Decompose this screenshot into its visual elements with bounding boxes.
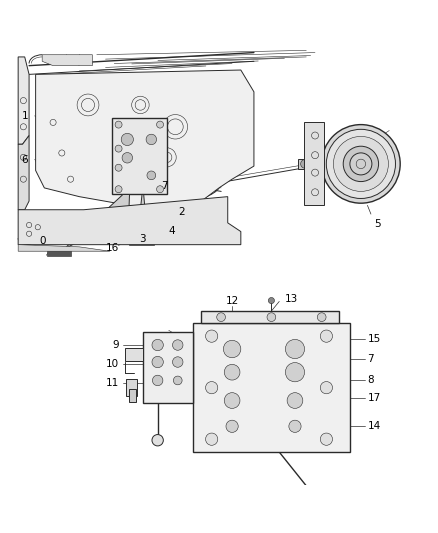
Text: 3: 3 [139,235,146,245]
Circle shape [320,330,332,342]
Text: 2: 2 [179,207,185,217]
Circle shape [146,134,156,144]
Polygon shape [35,70,254,210]
Bar [112,118,166,195]
Polygon shape [304,123,324,205]
Circle shape [152,375,163,386]
Circle shape [205,433,218,445]
Circle shape [333,136,389,191]
Circle shape [156,121,163,128]
Text: 6: 6 [21,155,28,165]
Polygon shape [137,195,146,238]
Circle shape [223,340,241,358]
Circle shape [152,357,163,368]
Text: 9: 9 [112,340,119,350]
Circle shape [152,340,163,351]
Circle shape [224,393,240,408]
Bar [193,323,350,452]
Circle shape [267,313,276,321]
Bar [297,159,308,169]
Circle shape [320,433,332,445]
Text: 1: 1 [21,111,28,121]
Bar [125,348,144,361]
Circle shape [205,382,218,394]
Polygon shape [64,195,130,249]
Circle shape [173,376,182,385]
Text: 4: 4 [169,225,175,236]
Circle shape [122,152,133,163]
Circle shape [226,420,238,432]
Text: 16: 16 [106,243,119,253]
Circle shape [224,365,240,380]
Polygon shape [18,57,29,144]
Circle shape [268,297,275,304]
Circle shape [320,382,332,394]
Text: 12: 12 [226,296,239,306]
Text: 5: 5 [374,219,380,229]
Circle shape [156,185,163,193]
Circle shape [286,340,304,359]
Polygon shape [18,197,241,245]
Bar [316,514,349,526]
Circle shape [115,145,122,152]
Bar [130,237,153,245]
Bar [201,311,339,323]
Text: 0: 0 [39,236,46,246]
Circle shape [317,313,326,321]
Circle shape [205,330,218,342]
Bar [46,248,71,256]
Text: 7: 7 [161,181,168,191]
Circle shape [287,393,303,408]
Text: 8: 8 [367,375,374,385]
Circle shape [289,420,301,432]
Bar [129,389,137,402]
Circle shape [121,133,134,146]
Circle shape [115,121,122,128]
Circle shape [173,357,183,367]
Circle shape [152,434,163,446]
Circle shape [115,185,122,193]
Bar [126,378,137,396]
Text: 17: 17 [367,393,381,403]
Circle shape [350,153,372,175]
Text: 13: 13 [285,294,298,304]
Text: 10: 10 [106,359,119,369]
Polygon shape [18,245,110,251]
Circle shape [286,362,304,382]
Polygon shape [18,135,29,210]
Circle shape [147,171,155,180]
Circle shape [300,159,309,168]
Circle shape [217,313,226,321]
Text: 7: 7 [367,354,374,365]
Circle shape [343,146,378,182]
Circle shape [326,130,396,198]
Bar [143,332,193,403]
Text: 14: 14 [367,421,381,431]
Text: 11: 11 [105,378,119,388]
Text: 15: 15 [367,334,381,344]
Circle shape [115,164,122,171]
Circle shape [321,125,400,203]
Polygon shape [42,55,92,66]
Circle shape [173,340,183,350]
